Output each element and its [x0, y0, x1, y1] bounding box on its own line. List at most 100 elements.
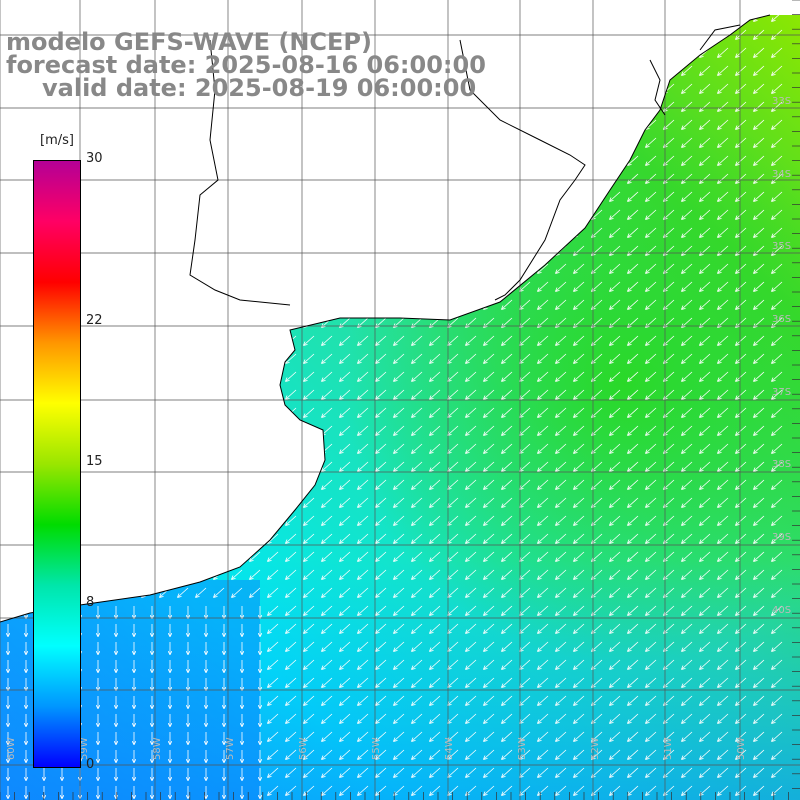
- wind-arrow: [394, 299, 405, 309]
- wind-arrow: [592, 623, 603, 633]
- wind-arrow: [196, 101, 207, 111]
- wind-arrow: [502, 191, 513, 201]
- wind-arrow: [394, 353, 405, 363]
- wind-arrow: [358, 191, 369, 201]
- wind-arrow: [628, 587, 639, 597]
- wind-arrow: [574, 65, 585, 75]
- wind-arrow: [646, 551, 657, 561]
- wind-arrow: [574, 47, 585, 57]
- wind-arrow: [646, 227, 657, 237]
- wind-arrow: [736, 227, 747, 237]
- wind-arrow: [538, 335, 549, 345]
- wind-arrow: [340, 173, 351, 183]
- wind-arrow: [394, 29, 405, 39]
- wind-arrow: [16, 389, 27, 399]
- wind-arrow: [700, 281, 711, 291]
- wind-arrow: [610, 371, 621, 381]
- wind-arrow: [106, 497, 117, 507]
- wind-arrow: [736, 479, 747, 489]
- wind-arrow: [484, 497, 495, 507]
- wind-arrow: [538, 245, 549, 255]
- wind-arrow: [70, 101, 81, 111]
- colorbar-tick-label: 0: [86, 757, 95, 772]
- wind-arrow: [376, 425, 387, 435]
- wind-arrow: [682, 587, 693, 597]
- wind-arrow: [682, 47, 693, 57]
- wind-arrow: [754, 461, 765, 471]
- wind-arrow: [448, 587, 459, 597]
- wind-arrow: [358, 641, 369, 651]
- wind-arrow: [286, 119, 297, 129]
- wind-arrow: [196, 155, 207, 165]
- wind-arrow: [646, 425, 657, 435]
- latitude-label: 35S: [772, 241, 791, 252]
- wind-arrow: [772, 335, 783, 345]
- wind-arrow: [502, 101, 513, 111]
- wind-arrow: [646, 263, 657, 273]
- wind-arrow: [556, 335, 567, 345]
- wind-arrow: [394, 101, 405, 111]
- wind-arrow: [628, 371, 639, 381]
- wind-arrow: [250, 587, 261, 597]
- wind-arrow: [448, 389, 459, 399]
- wind-arrow: [250, 245, 261, 255]
- wind-arrow: [340, 137, 351, 147]
- wind-arrow: [196, 407, 207, 417]
- wind-arrow: [250, 335, 261, 345]
- wind-arrow: [106, 15, 117, 21]
- wind-arrow: [412, 245, 423, 255]
- wind-arrow: [628, 389, 639, 399]
- wind-arrow: [592, 461, 603, 471]
- wind-arrow: [700, 137, 711, 147]
- wind-arrow: [628, 299, 639, 309]
- wind-arrow: [772, 137, 783, 147]
- wind-arrow: [286, 587, 297, 597]
- wind-arrow: [0, 425, 9, 435]
- wind-arrow: [178, 299, 189, 309]
- wind-arrow: [466, 497, 477, 507]
- wind-arrow: [394, 461, 405, 471]
- wind-arrow: [394, 533, 405, 543]
- wind-arrow: [682, 191, 693, 201]
- wind-arrow: [682, 65, 693, 75]
- wind-arrow: [484, 641, 495, 651]
- wind-arrow: [736, 101, 747, 111]
- wind-arrow: [268, 263, 279, 273]
- wind-arrow: [430, 389, 441, 399]
- wind-arrow: [412, 227, 423, 237]
- wind-arrow: [592, 29, 603, 39]
- wind-arrow: [556, 623, 567, 633]
- wind-arrow: [178, 533, 189, 543]
- wind-arrow: [664, 623, 675, 633]
- wind-arrow: [286, 281, 297, 291]
- wind-arrow: [412, 515, 423, 525]
- wind-arrow: [484, 389, 495, 399]
- wind-arrow: [754, 407, 765, 417]
- colorbar-tick-label: 15: [86, 454, 103, 469]
- wind-arrow: [16, 407, 27, 417]
- wind-arrow: [538, 407, 549, 417]
- wind-arrow: [682, 461, 693, 471]
- wind-arrow: [502, 335, 513, 345]
- wind-arrow: [700, 29, 711, 39]
- wind-arrow: [772, 371, 783, 381]
- wind-arrow: [772, 191, 783, 201]
- wind-arrow: [664, 479, 675, 489]
- wind-arrow: [16, 425, 27, 435]
- wind-arrow: [502, 83, 513, 93]
- wind-arrow: [466, 479, 477, 489]
- wind-arrow: [16, 209, 27, 219]
- wind-arrow: [484, 623, 495, 633]
- wind-arrow: [592, 15, 603, 21]
- wind-arrow: [160, 425, 171, 435]
- wind-arrow: [448, 155, 459, 165]
- wind-arrow: [232, 281, 243, 291]
- wind-arrow: [700, 587, 711, 597]
- wind-arrow: [664, 389, 675, 399]
- wind-arrow: [754, 317, 765, 327]
- wind-arrow: [304, 641, 315, 651]
- wind-arrow: [124, 443, 135, 453]
- wind-arrow: [250, 461, 261, 471]
- wind-arrow: [736, 137, 747, 147]
